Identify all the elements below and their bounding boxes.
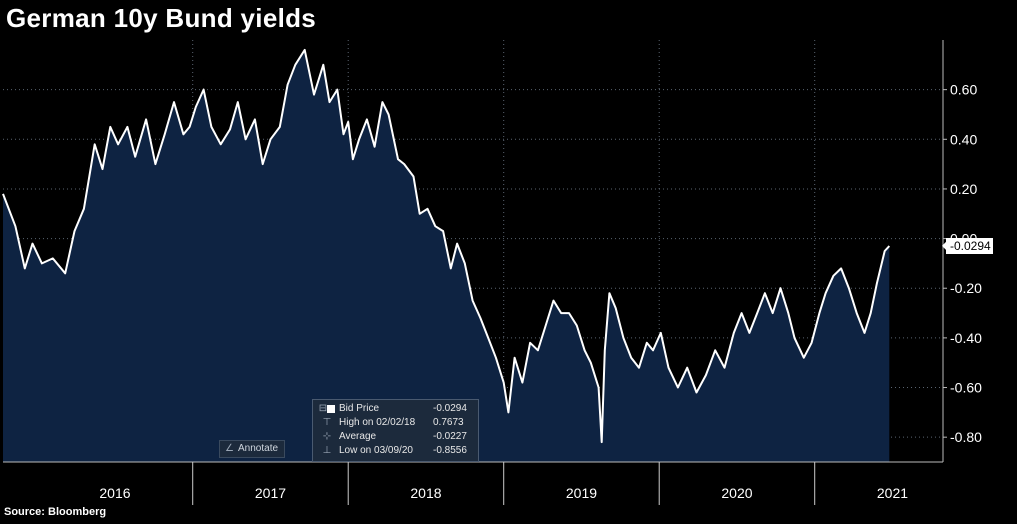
y-tick-label: -0.80: [950, 429, 982, 445]
x-tick-label: 2019: [566, 485, 597, 501]
y-tick-label: 0.20: [950, 181, 977, 197]
x-tick-label: 2018: [410, 485, 441, 501]
last-value-label: -0.0294: [946, 237, 993, 254]
source-note: Source: Bloomberg: [4, 506, 107, 518]
annotate-label: Annotate: [238, 443, 279, 454]
legend-value: -0.8556: [433, 445, 467, 456]
collapse-icon[interactable]: ⊟: [318, 403, 328, 414]
y-tick-label: -0.60: [950, 380, 982, 396]
x-tick-label: 2017: [255, 485, 286, 501]
legend-row-average: ⊹ Average -0.0227: [313, 430, 478, 444]
annotate-button[interactable]: ∠ Annotate: [219, 440, 285, 458]
y-tick-label: 0.40: [950, 131, 977, 147]
x-tick-label: 2016: [99, 485, 130, 501]
average-icon: ⊹: [322, 431, 332, 442]
pencil-icon: ∠: [225, 443, 234, 454]
legend-label: Average: [339, 431, 377, 442]
chart-title: German 10y Bund yields: [6, 3, 317, 33]
legend-value: 0.7673: [433, 417, 464, 428]
y-tick-label: 0.60: [950, 82, 977, 98]
last-value-pointer: [942, 241, 946, 250]
legend-label: Low on 03/09/20: [339, 445, 413, 456]
legend-value: -0.0227: [433, 431, 467, 442]
legend-row-bid-price[interactable]: ⊟ Bid Price -0.0294: [313, 402, 478, 416]
legend-label: High on 02/02/18: [339, 417, 416, 428]
legend-row-high: ⊤ High on 02/02/18 0.7673: [313, 416, 478, 430]
legend-row-low: ⊥ Low on 03/09/20 -0.8556: [313, 444, 478, 458]
x-tick-label: 2020: [721, 485, 752, 501]
series-swatch: [327, 405, 335, 413]
low-marker-icon: ⊥: [322, 445, 332, 456]
y-tick-label: -0.20: [950, 280, 982, 296]
legend-box[interactable]: ⊟ Bid Price -0.0294 ⊤ High on 02/02/18 0…: [312, 399, 479, 462]
legend-value: -0.0294: [433, 403, 467, 414]
high-marker-icon: ⊤: [322, 417, 332, 428]
x-tick-label: 2021: [877, 485, 908, 501]
series-area: [3, 49, 890, 463]
legend-label: Bid Price: [339, 403, 380, 414]
series-line: [2, 48, 891, 444]
y-tick-label: -0.40: [950, 330, 982, 346]
